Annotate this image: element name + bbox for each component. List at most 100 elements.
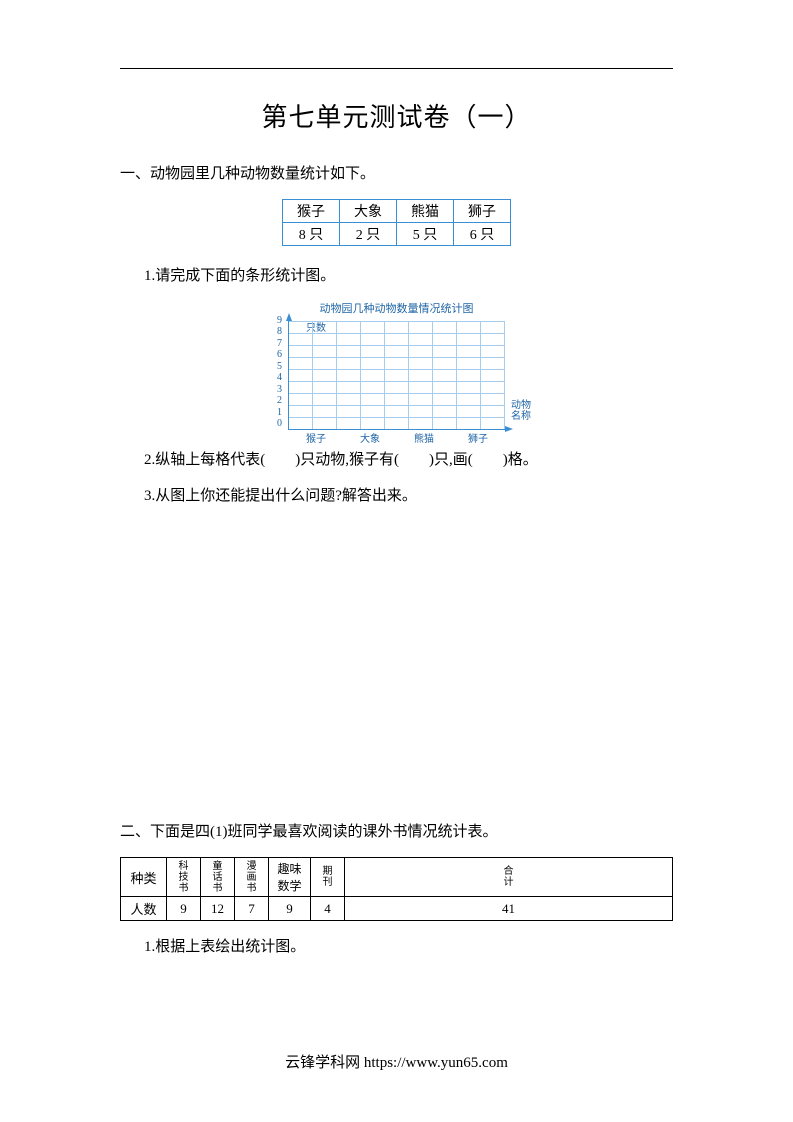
arrow-right-icon [505,426,513,432]
grid-cell [409,405,433,417]
grid-cell [385,369,409,381]
grid-cell [457,405,481,417]
y-tick: 9 [277,315,282,326]
table-cell: 大象 [340,200,397,223]
y-tick: 8 [277,326,282,337]
grid-cell [481,321,505,333]
grid-cell [409,417,433,429]
grid-cell [337,345,361,357]
grid-cell [313,381,337,393]
section2-heading: 二、下面是四(1)班同学最喜欢阅读的课外书情况统计表。 [120,820,673,841]
bar-chart: 只数 动物名称 9876543210 猴子大象熊猫狮子 [288,321,505,430]
col-head-total: 合计 [345,858,673,897]
animal-data-table: 猴子 大象 熊猫 狮子 8 只 2 只 5 只 6 只 [282,199,511,246]
grid-cell [457,321,481,333]
grid-cell [433,405,457,417]
question-2-1: 1.根据上表绘出统计图。 [144,935,673,959]
grid-cell [457,345,481,357]
row-label: 人数 [121,897,167,921]
grid-cell [289,333,313,345]
grid-cell [289,405,313,417]
grid-cell [313,357,337,369]
y-tick: 4 [277,372,282,383]
grid-cell [433,321,457,333]
grid-cell [433,393,457,405]
table-cell: 8 只 [283,223,340,246]
page-title: 第七单元测试卷（一） [120,97,673,134]
grid-cell [289,417,313,429]
grid-cell [313,333,337,345]
y-tick: 5 [277,361,282,372]
grid-cell [409,321,433,333]
grid-cell [409,345,433,357]
grid-cell [313,345,337,357]
grid-cell [361,381,385,393]
grid-cell [289,345,313,357]
grid-cell [361,357,385,369]
x-tick: 狮子 [454,430,502,445]
grid-cell [409,381,433,393]
grid-cell [481,357,505,369]
table-row: 种类 科技书 童话书 漫画书 趣味数学 期刊 合计 [121,858,673,897]
grid-cell [481,405,505,417]
grid-cell [313,405,337,417]
grid-cell [433,333,457,345]
grid-cell [433,357,457,369]
grid-cell [361,333,385,345]
answer-space [120,520,673,820]
y-tick: 7 [277,338,282,349]
grid-cell [457,357,481,369]
grid-cell [385,405,409,417]
grid-cell [409,357,433,369]
grid-cell [313,369,337,381]
grid-cell [433,369,457,381]
table-cell: 5 只 [397,223,454,246]
chart-title: 动物园几种动物数量情况统计图 [120,300,673,316]
grid-cell [385,345,409,357]
table-cell: 4 [311,897,345,921]
y-tick: 1 [277,407,282,418]
table-cell: 6 只 [454,223,511,246]
x-ticks: 猴子大象熊猫狮子 [289,430,505,445]
x-axis-label: 动物名称 [511,400,531,422]
col-head: 漫画书 [235,858,269,897]
grid-cell [313,393,337,405]
grid-cell [433,345,457,357]
grid-cell [361,417,385,429]
x-tick: 大象 [346,430,394,445]
books-table: 种类 科技书 童话书 漫画书 趣味数学 期刊 合计 人数 9 12 7 9 4 … [120,857,673,921]
question-1-1: 1.请完成下面的条形统计图。 [144,264,673,288]
bar-chart-container: 动物园几种动物数量情况统计图 只数 动物名称 9876543210 猴子大象熊猫… [120,300,673,430]
grid-cell [361,345,385,357]
col-head: 期刊 [311,858,345,897]
grid-cell [481,345,505,357]
table-cell: 2 只 [340,223,397,246]
grid-cell [337,357,361,369]
grid-cell [457,417,481,429]
grid-cell [337,321,361,333]
table-row: 人数 9 12 7 9 4 41 [121,897,673,921]
col-head: 童话书 [201,858,235,897]
grid-cell [337,333,361,345]
grid-cell [457,333,481,345]
grid-cell [409,369,433,381]
grid-cell [337,393,361,405]
grid-cell [481,381,505,393]
grid-cell [385,321,409,333]
table-cell: 7 [235,897,269,921]
grid-cell [337,405,361,417]
table-cell: 猴子 [283,200,340,223]
grid-cell [289,393,313,405]
grid-cell [337,417,361,429]
grid-cell [289,369,313,381]
chart-grid: 9876543210 猴子大象熊猫狮子 [288,321,505,430]
y-ticks: 9876543210 [277,315,282,429]
table-cell: 狮子 [454,200,511,223]
grid-cell [313,417,337,429]
x-tick: 熊猫 [400,430,448,445]
grid-cell [361,369,385,381]
grid-cell [409,333,433,345]
grid-cell [361,393,385,405]
y-tick: 2 [277,395,282,406]
section1-heading: 一、动物园里几种动物数量统计如下。 [120,162,673,183]
